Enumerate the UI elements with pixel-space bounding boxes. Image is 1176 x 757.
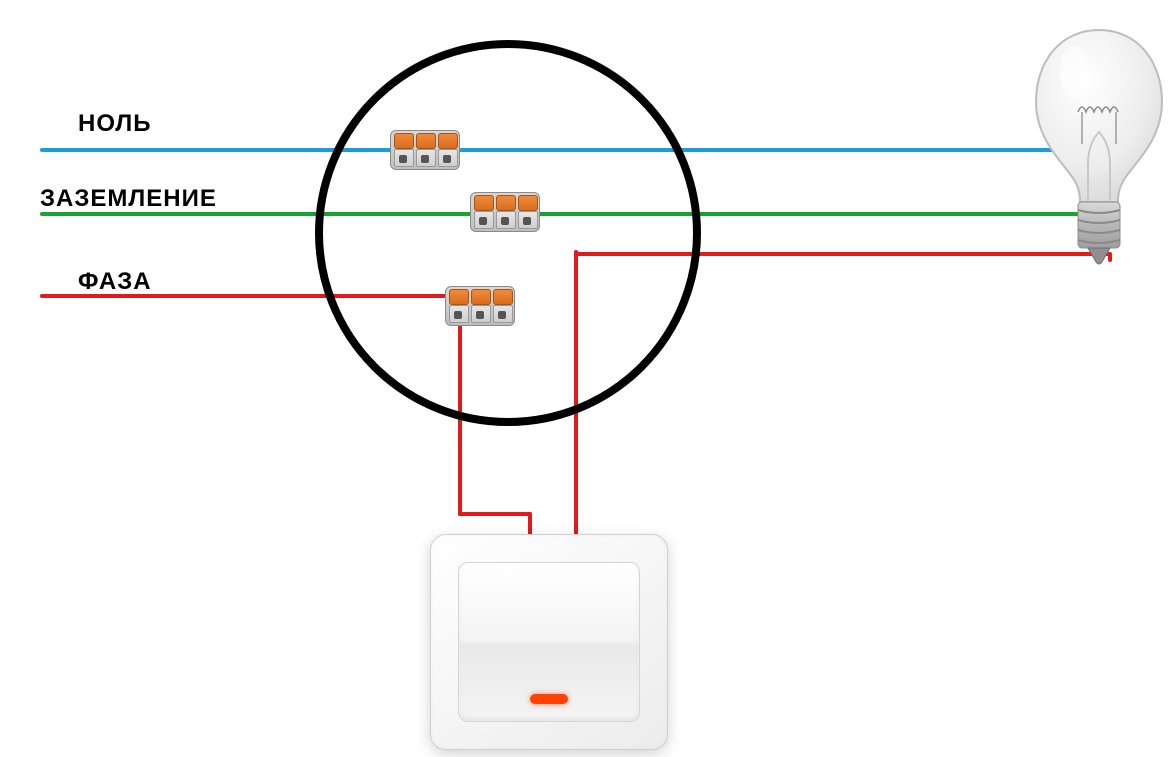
junction-box	[315, 40, 701, 426]
light-switch[interactable]	[430, 534, 668, 750]
wire-phase-down-h	[458, 512, 532, 516]
label-ground: ЗАЗЕМЛЕНИЕ	[40, 185, 217, 213]
bulb-icon	[1030, 24, 1168, 274]
connector-neutral	[390, 130, 460, 170]
connector-ground	[470, 192, 540, 232]
diagram-stage: НОЛЬ ЗАЗЕМЛЕНИЕ ФАЗА	[0, 0, 1176, 757]
connector-phase	[445, 286, 515, 326]
switch-indicator	[530, 694, 568, 704]
label-neutral: НОЛЬ	[78, 110, 152, 138]
light-bulb	[1030, 24, 1168, 274]
label-phase: ФАЗА	[78, 268, 152, 296]
